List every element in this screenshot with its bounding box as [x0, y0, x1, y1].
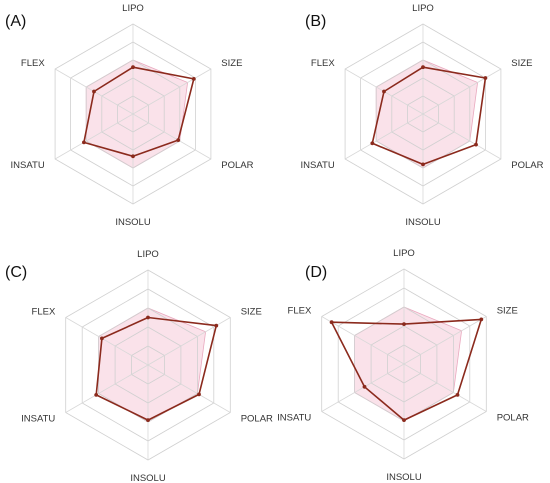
- data-point-d-insolu: [402, 418, 406, 422]
- data-point-d-insatu: [362, 384, 367, 389]
- data-point-b-flex: [382, 89, 386, 94]
- data-point-a-size: [191, 77, 196, 81]
- axis-label-d-lipo: LIPO: [393, 248, 415, 259]
- data-point-c-flex: [100, 336, 104, 341]
- axis-label-c-size: SIZE: [241, 307, 262, 318]
- axis-spoke-c-polar: [147, 364, 231, 413]
- data-point-c-insatu: [94, 393, 99, 397]
- data-point-a-flex: [92, 89, 96, 94]
- axis-label-a-polar: POLAR: [221, 160, 253, 171]
- axis-label-c-lipo: LIPO: [137, 249, 159, 260]
- axis-label-a-lipo: LIPO: [122, 3, 144, 14]
- axis-label-b-flex: FLEX: [311, 58, 335, 69]
- axis-spoke-c-flex: [65, 317, 149, 366]
- axis-spoke-a-size: [132, 68, 212, 115]
- radar-panel-a: (A) LIPO SIZE POLAR INSOLU INSATU FLEX: [5, 3, 254, 228]
- axis-spoke-b-size: [422, 68, 502, 115]
- data-point-c-lipo: [146, 315, 150, 320]
- data-point-c-size: [214, 323, 219, 328]
- axis-label-a-insolu: INSOLU: [115, 217, 151, 228]
- axis-spoke-d-polar: [403, 363, 487, 412]
- data-point-a-lipo: [131, 65, 135, 70]
- radar-panel-b: (B) LIPO SIZE POLAR INSOLU INSATU FLEX: [301, 3, 544, 228]
- panel-label-c: (C): [5, 264, 27, 281]
- data-point-b-lipo: [421, 65, 425, 70]
- axis-label-b-insatu: INSATU: [301, 160, 335, 171]
- radar-panel-c: (C) LIPO SIZE POLAR INSOLU INSATU FLEX: [5, 249, 273, 483]
- panel-label-b: (B): [305, 13, 326, 30]
- data-point-a-polar: [176, 138, 181, 143]
- data-point-c-insolu: [146, 418, 150, 422]
- axis-label-d-insolu: INSOLU: [386, 472, 422, 483]
- data-point-b-size: [483, 76, 488, 80]
- axis-label-a-size: SIZE: [221, 58, 242, 69]
- axis-spoke-d-insatu: [321, 363, 405, 412]
- axis-label-c-polar: POLAR: [241, 414, 273, 425]
- axis-label-b-polar: POLAR: [511, 160, 543, 171]
- data-point-a-insatu: [82, 140, 86, 145]
- axis-label-d-insatu: INSATU: [277, 413, 311, 424]
- axis-spoke-c-insatu: [65, 364, 149, 413]
- axis-label-d-flex: FLEX: [288, 306, 312, 317]
- axis-label-c-insatu: INSATU: [21, 414, 55, 425]
- data-point-d-lipo: [402, 322, 406, 326]
- data-point-d-polar: [455, 393, 460, 397]
- axis-spoke-b-insatu: [344, 113, 424, 160]
- axis-spoke-a-insatu: [54, 113, 134, 160]
- data-point-b-polar: [474, 142, 478, 147]
- data-point-a-insolu: [131, 154, 135, 159]
- axis-spoke-d-flex: [321, 316, 405, 365]
- axis-spoke-a-polar: [132, 113, 212, 160]
- axis-spoke-d-size: [403, 316, 487, 365]
- axis-label-a-flex: FLEX: [21, 58, 45, 69]
- axis-label-d-size: SIZE: [497, 306, 518, 317]
- data-point-d-size: [479, 317, 484, 322]
- axis-label-b-lipo: LIPO: [412, 3, 434, 14]
- panel-label-d: (D): [305, 264, 327, 281]
- panel-label-a: (A): [5, 13, 26, 30]
- axis-label-a-insatu: INSATU: [11, 160, 45, 171]
- optimal-zone-c: [98, 307, 207, 423]
- axis-label-d-polar: POLAR: [497, 413, 529, 424]
- axis-label-b-insolu: INSOLU: [405, 217, 441, 228]
- axis-label-c-flex: FLEX: [32, 307, 56, 318]
- axis-label-c-insolu: INSOLU: [130, 473, 166, 483]
- axis-spoke-b-polar: [422, 113, 502, 160]
- data-point-b-insatu: [370, 141, 375, 146]
- radar-panel-d: (D) LIPO SIZE POLAR INSOLU INSATU FLEX: [277, 248, 529, 483]
- data-point-d-flex: [329, 320, 334, 325]
- axis-label-b-size: SIZE: [511, 58, 532, 69]
- data-point-c-polar: [197, 392, 201, 397]
- data-point-b-insolu: [421, 162, 425, 167]
